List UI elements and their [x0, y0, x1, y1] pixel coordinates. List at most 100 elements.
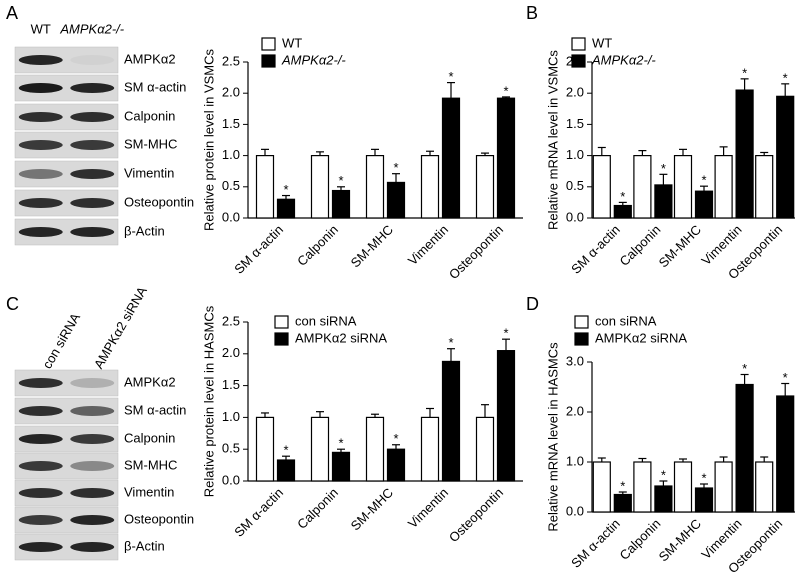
- protein-label: Osteopontin: [124, 194, 194, 209]
- x-tick-label: SM-MHC: [656, 222, 704, 270]
- blot-band: [18, 434, 63, 444]
- protein-label: β-Actin: [124, 223, 165, 238]
- significance-mark: *: [742, 361, 747, 376]
- bar: [735, 383, 754, 513]
- y-tick-label: 0.5: [222, 178, 240, 193]
- error-bar: [740, 78, 749, 91]
- bar: [714, 155, 733, 219]
- y-tick-label: 0.5: [566, 178, 584, 193]
- error-bar: [447, 348, 455, 362]
- y-tick-label: 1.5: [222, 116, 240, 131]
- bar: [592, 155, 611, 219]
- blot-band: [70, 112, 115, 122]
- panel-letter: B: [526, 3, 538, 23]
- y-tick-label: 2.0: [566, 403, 584, 418]
- error-bar: [700, 185, 708, 192]
- bar: [365, 155, 385, 219]
- error-bar: [502, 96, 510, 99]
- x-tick-label: Vimentin: [405, 222, 451, 268]
- bar: [776, 95, 795, 219]
- error-bar: [659, 480, 668, 486]
- error-bar: [337, 448, 345, 453]
- significance-mark: *: [620, 478, 625, 493]
- bar: [331, 451, 351, 482]
- significance-mark: *: [338, 173, 343, 188]
- error-bar: [679, 458, 687, 462]
- protein-label: SM α-actin: [124, 402, 186, 417]
- x-tick-label: SM-MHC: [348, 222, 396, 270]
- bar: [633, 461, 652, 513]
- error-bar: [760, 151, 769, 156]
- error-bar: [447, 81, 455, 99]
- lane-label: con siRNA: [39, 310, 83, 371]
- blot-band: [70, 227, 115, 237]
- blot-band: [18, 227, 63, 237]
- y-axis-label: Relative mRNA level in VSMCs: [545, 50, 560, 230]
- bar: [310, 155, 330, 219]
- y-tick-label: 1.5: [566, 116, 584, 131]
- significance-mark: *: [503, 326, 508, 341]
- bar: [475, 155, 495, 219]
- error-bar: [316, 411, 324, 418]
- legend-label: AMPKα2-/-: [281, 52, 346, 67]
- error-bar: [282, 455, 290, 461]
- y-tick-label: 2.0: [566, 85, 584, 100]
- panel-letter: D: [526, 294, 539, 314]
- error-bar: [638, 150, 647, 156]
- error-bar: [481, 404, 489, 418]
- legend-swatch: [571, 37, 586, 51]
- y-tick-label: 3.0: [566, 353, 584, 368]
- y-tick-label: 2.0: [222, 345, 240, 360]
- error-bar: [618, 491, 627, 495]
- bar: [276, 459, 296, 482]
- significance-mark: *: [338, 436, 343, 451]
- protein-label: Calponin: [124, 108, 175, 123]
- protein-label: Osteopontin: [124, 511, 194, 526]
- legend-label: AMPKα2 siRNA: [295, 330, 387, 345]
- blot-band: [70, 461, 115, 471]
- error-bar: [740, 373, 749, 385]
- bar: [441, 97, 461, 219]
- legend-swatch: [574, 332, 589, 346]
- significance-mark: *: [701, 173, 706, 188]
- lane-label: WT: [31, 21, 51, 36]
- bar: [365, 416, 385, 482]
- blot-band: [70, 83, 115, 93]
- protein-label: SM α-actin: [124, 79, 186, 94]
- blot-band: [70, 378, 115, 388]
- blot-band: [18, 112, 63, 122]
- error-bar: [316, 151, 324, 156]
- legend-swatch: [571, 54, 586, 68]
- blot-band: [18, 169, 63, 179]
- y-tick-label: 0.0: [222, 209, 240, 224]
- blot-band: [18, 461, 63, 471]
- bar: [633, 155, 652, 219]
- significance-mark: *: [448, 69, 453, 84]
- lane-label: AMPKα2 siRNA: [91, 284, 150, 371]
- protein-label: SM-MHC: [124, 136, 177, 151]
- significance-mark: *: [283, 182, 288, 197]
- x-tick-label: Calponin: [294, 222, 341, 269]
- blot-band: [18, 515, 63, 525]
- error-bar: [597, 146, 606, 156]
- bar: [776, 395, 795, 513]
- blot-band: [18, 83, 63, 93]
- blot-band: [70, 198, 115, 208]
- legend-label: AMPKα2-/-: [591, 52, 656, 67]
- legend-swatch: [274, 332, 289, 346]
- bar: [420, 155, 440, 219]
- y-tick-label: 2.5: [222, 313, 240, 328]
- significance-mark: *: [503, 83, 508, 98]
- blot-band: [18, 542, 63, 552]
- y-axis-label: Relative protein level in VSMCs: [201, 48, 216, 231]
- error-bar: [261, 148, 269, 156]
- x-tick-label: SM-MHC: [348, 485, 396, 533]
- error-bar: [392, 444, 400, 450]
- blot-band: [18, 198, 63, 208]
- significance-mark: *: [742, 65, 747, 80]
- blot-band: [18, 406, 63, 416]
- error-bar: [618, 201, 627, 206]
- y-tick-label: 1.0: [222, 409, 240, 424]
- error-bar: [261, 412, 269, 418]
- x-tick-label: SM α-actin: [231, 485, 286, 540]
